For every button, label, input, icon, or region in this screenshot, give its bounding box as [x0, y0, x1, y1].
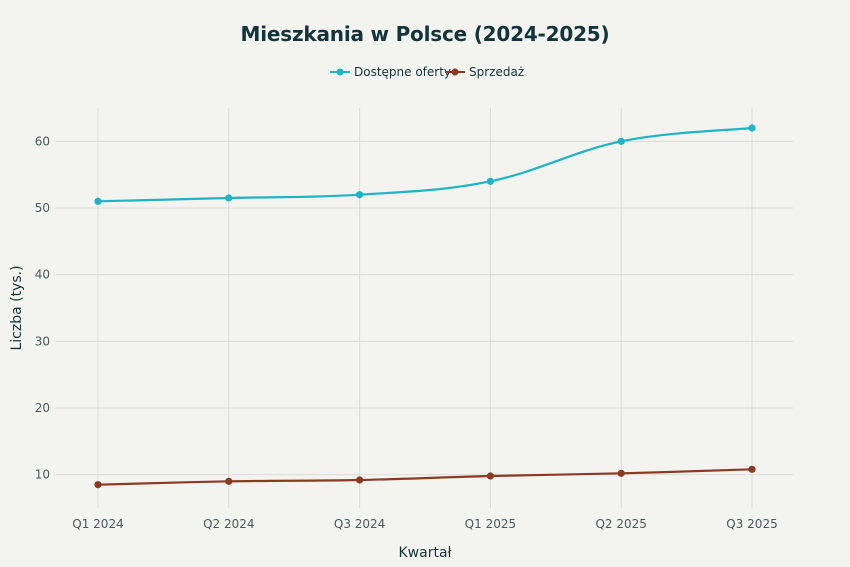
y-tick-label: 10 — [35, 468, 50, 482]
data-point-sales[interactable] — [748, 465, 756, 473]
data-point-sales[interactable] — [356, 476, 364, 484]
series-line-offers — [97, 126, 753, 203]
x-tick-label: Q1 2024 — [72, 517, 123, 531]
series-line-sales — [97, 468, 753, 486]
data-point-sales[interactable] — [94, 481, 102, 489]
data-point-offers[interactable] — [94, 197, 102, 205]
legend-marker-offers — [336, 68, 344, 76]
data-point-offers[interactable] — [748, 124, 756, 132]
axes: Kwartał Liczba (tys.) — [9, 265, 452, 561]
chart-title: Mieszkania w Polsce (2024-2025) — [240, 22, 610, 46]
data-point-offers[interactable] — [356, 191, 364, 199]
legend-label-offers[interactable]: Dostępne oferty — [354, 65, 451, 79]
y-tick-label: 20 — [35, 401, 50, 415]
data-point-sales[interactable] — [225, 477, 233, 485]
y-tick-label: 50 — [35, 201, 50, 215]
x-tick-label: Q2 2025 — [595, 517, 646, 531]
data-point-offers[interactable] — [225, 194, 233, 202]
y-tick-label: 30 — [35, 334, 50, 348]
legend-label-sales[interactable]: Sprzedaż — [469, 65, 524, 79]
data-point-sales[interactable] — [486, 472, 494, 480]
data-point-offers[interactable] — [486, 177, 494, 185]
data-point-offers[interactable] — [617, 137, 625, 145]
x-tick-label: Q3 2024 — [334, 517, 385, 531]
x-axis-title: Kwartał — [398, 545, 451, 561]
y-tick-label: 40 — [35, 268, 50, 282]
y-axis-title: Liczba (tys.) — [9, 265, 25, 350]
x-tick-label: Q3 2025 — [726, 517, 777, 531]
x-tick-label: Q1 2025 — [465, 517, 516, 531]
legend: Dostępne oferty Sprzedaż — [330, 65, 524, 79]
x-tick-label: Q2 2024 — [203, 517, 254, 531]
legend-marker-sales — [451, 68, 459, 76]
grid-layer: 10 20 30 40 50 60 Q1 2024 Q2 2024 Q3 2024 Q1 2025… — [35, 108, 793, 531]
series-layer — [94, 124, 756, 489]
y-tick-label: 60 — [35, 134, 50, 148]
data-point-sales[interactable] — [617, 469, 625, 477]
